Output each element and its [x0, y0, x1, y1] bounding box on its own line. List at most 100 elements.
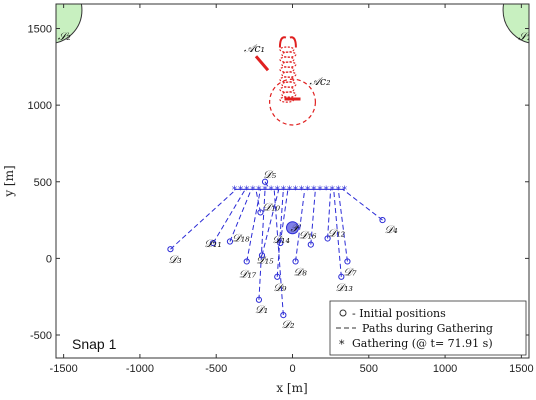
drone-path-D14 — [279, 189, 289, 244]
y-tick-label: -500 — [30, 330, 52, 342]
gathering-point: * — [274, 183, 280, 196]
gathering-point: * — [293, 183, 299, 196]
drone-path-D3 — [170, 189, 237, 250]
drone-path-D10 — [255, 189, 261, 213]
center-point — [286, 221, 299, 235]
x-tick-label: 0 — [289, 363, 295, 375]
safe-zone-S1 — [502, 4, 529, 44]
drone-label-D14: 𝒟₁₄ — [272, 233, 290, 246]
drone-label-D16: 𝒟₁₆ — [299, 229, 317, 242]
drone-marker-D9 — [274, 273, 281, 280]
attacker-label-Ac1: 𝒜c₁ — [244, 42, 265, 55]
drone-marker-D11 — [210, 239, 217, 247]
legend-box — [329, 300, 527, 356]
drone-path-D9 — [276, 189, 284, 277]
drone-marker-D3 — [167, 246, 174, 253]
gathering-point: * — [238, 183, 244, 196]
drone-marker-D16 — [307, 241, 314, 248]
legend-initial-text: - Initial positions — [352, 307, 446, 320]
drone-path-D11 — [212, 189, 246, 244]
drone-label-D8: 𝒟₈ — [294, 265, 308, 278]
gathering-point: * — [281, 183, 287, 196]
drone-path-D2 — [273, 189, 284, 316]
gathering-point: * — [232, 183, 238, 196]
drone-label-D3: 𝒟₃ — [168, 253, 181, 266]
legend-gather-text: Gathering (@ t= 71.91 s) — [352, 337, 493, 350]
x-axis-label: x [m] — [276, 381, 307, 395]
drone-marker-D18 — [226, 238, 234, 245]
drone-label-D15: 𝒟₁₅ — [256, 253, 274, 266]
drone-label-D17: 𝒟₁₇ — [239, 267, 257, 280]
drone-marker-D10 — [257, 209, 264, 216]
drone-marker-D4 — [379, 216, 386, 224]
gathering-point: * — [250, 183, 256, 196]
attacker-trail-loop — [281, 61, 297, 68]
safe-zone-label-S2: 𝒮₂ — [58, 30, 71, 43]
gathering-point: * — [287, 183, 293, 196]
snap-label: Snap 1 — [72, 336, 117, 352]
drone-path-D5 — [264, 181, 271, 190]
attacker-trail-loop — [281, 91, 297, 98]
gathering-point: * — [268, 183, 274, 196]
attacker-trail-loop — [279, 86, 295, 93]
drone-label-D5: 𝒟₅ — [263, 168, 277, 181]
attacker-trail-loop — [279, 46, 295, 53]
attacker-trail-loop — [281, 51, 297, 58]
drone-path-D17 — [246, 189, 261, 262]
drone-path-D12 — [327, 189, 332, 239]
legend-initial-marker — [339, 309, 347, 317]
y-tick-label: 1500 — [28, 24, 52, 36]
drone-path-D4 — [342, 189, 383, 221]
y-tick-label: 500 — [34, 177, 52, 189]
drone-marker-D15 — [258, 252, 266, 259]
attacker-trail-loop — [281, 81, 297, 88]
x-tick-label: 1500 — [509, 363, 533, 375]
drone-marker-D7 — [344, 258, 351, 265]
drone-path-D8 — [295, 189, 306, 262]
drone-path-D13 — [333, 189, 342, 277]
drone-path-D18 — [229, 189, 252, 242]
gathering-point: * — [305, 183, 311, 196]
x-tick-label: 1000 — [433, 363, 457, 375]
drone-path-D1 — [258, 189, 266, 300]
safe-zone-S2 — [56, 4, 83, 44]
drone-marker-D17 — [243, 258, 250, 265]
gathering-point: * — [262, 183, 268, 196]
drone-label-D1: 𝒟₁ — [255, 303, 268, 316]
drone-label-D11: 𝒟₁₁ — [204, 237, 222, 250]
y-tick-label: 0 — [46, 253, 52, 265]
drone-label-D9: 𝒟₉ — [273, 281, 287, 294]
gathering-point: * — [244, 183, 250, 196]
x-tick-label: -1000 — [126, 363, 154, 375]
drone-path-D15 — [261, 189, 280, 256]
drone-marker-D2 — [280, 311, 287, 319]
gathering-point: * — [329, 183, 335, 196]
gathering-point: * — [342, 183, 348, 196]
drone-marker-D13 — [338, 273, 345, 280]
drone-marker-D5 — [261, 178, 269, 185]
drone-label-D2: 𝒟₂ — [281, 318, 294, 331]
x-tick-label: 500 — [360, 363, 378, 375]
drone-path-D7 — [337, 189, 348, 262]
attacker-label-Ac2: 𝒜c₂ — [310, 75, 331, 88]
x-tick-label: -500 — [205, 363, 227, 375]
y-tick-label: 1000 — [28, 100, 52, 112]
center-point-label: 𝒫 — [291, 222, 302, 235]
drone-path-D16 — [310, 189, 316, 245]
gathering-point: * — [256, 183, 262, 196]
y-axis-label: y [m] — [2, 165, 16, 197]
drone-label-D18: 𝒟₁₈ — [232, 232, 250, 245]
drone-label-D7: 𝒟₇ — [343, 265, 357, 278]
drone-marker-D12 — [324, 235, 331, 242]
drone-marker-D14 — [277, 239, 284, 247]
drone-label-D4: 𝒟₄ — [385, 223, 398, 236]
drone-label-D10: 𝒟₁₀ — [262, 200, 280, 213]
attacker-capture-circle — [269, 78, 316, 126]
gathering-point: * — [317, 183, 323, 196]
drone-marker-D8 — [292, 258, 299, 265]
drone-marker-D1 — [255, 296, 263, 303]
attacker-trail-top — [278, 36, 297, 48]
x-tick-label: -1500 — [50, 363, 78, 375]
